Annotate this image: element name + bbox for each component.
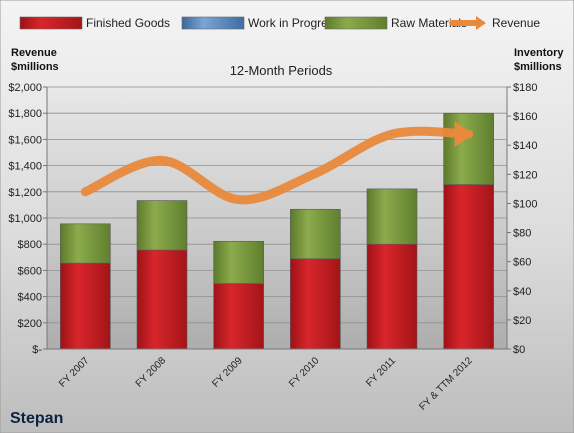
revenue-point [237, 198, 241, 202]
right-axis-title-line2: $millions [514, 61, 562, 73]
bar-finished-goods [60, 262, 111, 350]
legend-item-revenue: Revenue [449, 16, 540, 30]
revenue-point [390, 132, 394, 136]
revenue-arrowhead [454, 121, 473, 148]
right-tick-label: $120 [513, 169, 537, 181]
revenue-point [467, 132, 471, 136]
left-tick-label: $800 [18, 239, 42, 251]
bar-raw-materials [213, 240, 264, 284]
right-axis-title-line1: Inventory [514, 47, 564, 59]
legend: Finished Goods Work in Progress Raw Materi… [19, 16, 540, 30]
bar-raw-materials [60, 223, 111, 264]
legend-label: Raw Materials [391, 16, 467, 30]
bars [60, 112, 494, 350]
right-tick-label: $40 [513, 286, 531, 298]
bar-finished-goods [213, 283, 264, 350]
bar-finished-goods [443, 184, 494, 350]
left-axis-title-line1: Revenue [11, 47, 57, 59]
bar-raw-materials [290, 208, 341, 260]
legend-label: Revenue [492, 16, 540, 30]
revenue-line-path [80, 126, 474, 205]
bar-finished-goods [366, 243, 418, 350]
bar-finished-goods [136, 249, 188, 350]
legend-item-work-in-progress: Work in Progress [181, 16, 340, 30]
legend-swatch [181, 16, 245, 30]
right-tick-label: $60 [513, 257, 531, 269]
left-tick-label: $1,200 [8, 187, 42, 199]
bar-raw-materials [443, 112, 494, 185]
chart-subtitle: 12-Month Periods [230, 63, 333, 78]
bar-raw-materials [136, 200, 188, 251]
right-tick-label: $20 [513, 315, 531, 327]
bar-finished-goods [290, 258, 341, 350]
left-tick-label: $200 [18, 318, 42, 330]
revenue-point [313, 171, 317, 175]
left-tick-label: $1,400 [8, 161, 42, 173]
legend-label: Work in Progress [248, 16, 340, 30]
left-tick-label: $- [32, 344, 42, 356]
right-tick-label: $160 [513, 111, 537, 123]
left-tick-label: $1,000 [8, 213, 42, 225]
right-tick-label: $0 [513, 344, 525, 356]
right-tick-label: $100 [513, 198, 537, 210]
revenue-line [80, 121, 474, 205]
revenue-point [160, 158, 164, 162]
left-tick-label: $1,800 [8, 108, 42, 120]
right-tick-label: $140 [513, 140, 537, 152]
left-tick-label: $400 [18, 292, 42, 304]
legend-swatch [324, 16, 388, 30]
bar-raw-materials [366, 188, 418, 245]
company-name: Stepan [10, 410, 63, 427]
left-tick-label: $1,600 [8, 134, 42, 146]
legend-item-finished-goods: Finished Goods [19, 16, 170, 30]
left-tick-label: $600 [18, 265, 42, 277]
right-tick-label: $80 [513, 228, 531, 240]
left-tick-label: $2,000 [8, 82, 42, 94]
legend-swatch [19, 16, 83, 30]
legend-item-raw-materials: Raw Materials [324, 16, 467, 30]
right-tick-label: $180 [513, 82, 537, 94]
legend-arrow-swatch [476, 16, 486, 30]
left-axis-title-line2: $millions [11, 61, 59, 73]
revenue-point [83, 190, 87, 194]
legend-label: Finished Goods [86, 16, 170, 30]
